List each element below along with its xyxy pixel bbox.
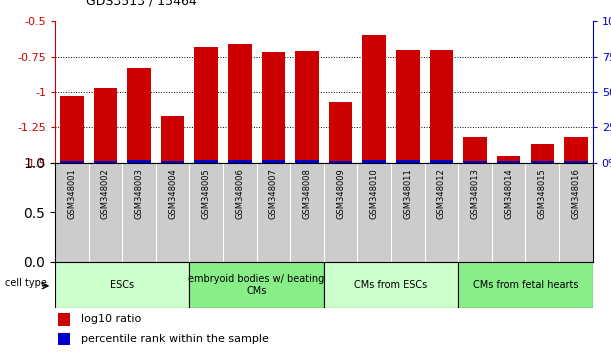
Bar <box>161 116 185 163</box>
Bar <box>127 68 151 163</box>
Text: cell type: cell type <box>5 278 48 288</box>
Text: log10 ratio: log10 ratio <box>81 314 141 325</box>
Bar <box>324 262 458 308</box>
Bar <box>396 160 420 163</box>
Text: GDS3513 / 15464: GDS3513 / 15464 <box>86 0 196 7</box>
Bar <box>430 50 453 163</box>
Text: GSM348006: GSM348006 <box>235 168 244 219</box>
Bar <box>194 47 218 163</box>
Bar <box>161 161 185 163</box>
Text: CMs from fetal hearts: CMs from fetal hearts <box>473 280 578 290</box>
Text: GSM348007: GSM348007 <box>269 168 278 219</box>
Bar <box>127 160 151 163</box>
Text: ESCs: ESCs <box>110 280 134 290</box>
Bar <box>564 161 588 163</box>
Bar <box>262 52 285 163</box>
Text: GSM348005: GSM348005 <box>202 168 211 218</box>
Bar <box>93 161 117 163</box>
Text: CMs from ESCs: CMs from ESCs <box>354 280 428 290</box>
Bar <box>463 161 487 163</box>
Bar <box>60 96 84 163</box>
Text: GSM348016: GSM348016 <box>571 168 580 219</box>
Bar <box>228 160 252 163</box>
Bar <box>93 88 117 163</box>
Bar <box>295 51 319 163</box>
Text: GSM348015: GSM348015 <box>538 168 547 218</box>
Text: GSM348012: GSM348012 <box>437 168 446 218</box>
Bar <box>262 160 285 163</box>
Text: embryoid bodies w/ beating
CMs: embryoid bodies w/ beating CMs <box>189 274 324 296</box>
Text: GSM348011: GSM348011 <box>403 168 412 218</box>
Text: GSM348003: GSM348003 <box>134 168 144 219</box>
Bar <box>58 313 70 326</box>
Text: GSM348014: GSM348014 <box>504 168 513 218</box>
Bar <box>497 161 521 163</box>
Text: GSM348013: GSM348013 <box>470 168 480 219</box>
Bar <box>458 262 593 308</box>
Text: GSM348002: GSM348002 <box>101 168 110 218</box>
Bar <box>530 161 554 163</box>
Bar <box>58 333 70 346</box>
Text: GSM348010: GSM348010 <box>370 168 379 218</box>
Bar <box>329 161 353 163</box>
Bar <box>362 35 386 163</box>
Text: GSM348008: GSM348008 <box>302 168 312 219</box>
Text: GSM348009: GSM348009 <box>336 168 345 218</box>
Bar <box>564 137 588 163</box>
Bar <box>55 262 189 308</box>
Bar <box>396 50 420 163</box>
Bar <box>430 160 453 163</box>
Bar <box>295 160 319 163</box>
Bar <box>189 262 324 308</box>
Bar <box>530 144 554 163</box>
Text: GSM348004: GSM348004 <box>168 168 177 218</box>
Bar <box>194 160 218 163</box>
Bar <box>362 160 386 163</box>
Text: percentile rank within the sample: percentile rank within the sample <box>81 334 269 344</box>
Bar <box>463 137 487 163</box>
Bar <box>228 44 252 163</box>
Text: GSM348001: GSM348001 <box>67 168 76 218</box>
Bar <box>60 161 84 163</box>
Bar <box>329 102 353 163</box>
Bar <box>497 156 521 163</box>
